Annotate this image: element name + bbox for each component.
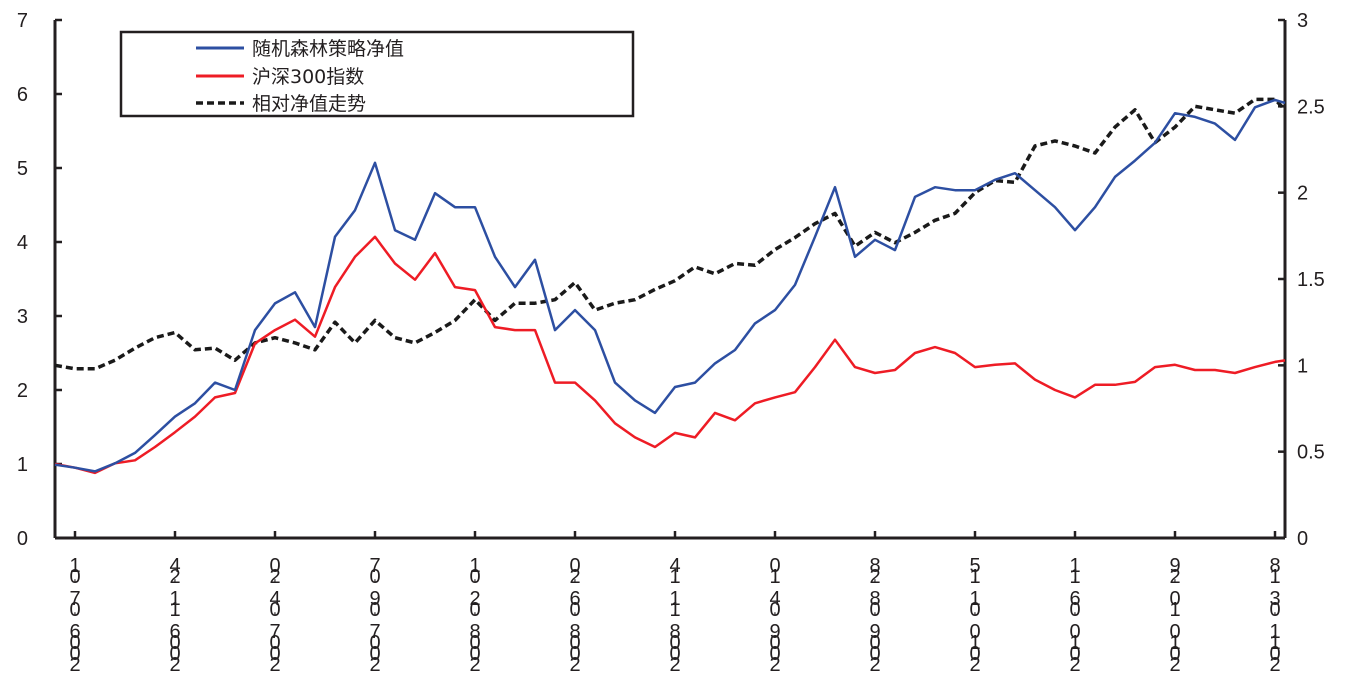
x-ticks: 10ˈ70ˈ6002 42ˈ11ˈ6002 02ˈ40ˈ7002 70ˈ90ˈ7002… xyxy=(69,531,1281,676)
x-tick-label: 92ˈ01ˈ0102 xyxy=(1169,555,1180,676)
left-tick-label: 4 xyxy=(17,232,28,254)
right-tick-label: 1 xyxy=(1297,355,1308,377)
series-line-relative xyxy=(54,97,1287,371)
right-tick-label: 2.5 xyxy=(1297,96,1325,118)
right-y-ticks: 0 0.5 1 1.5 2 2.5 3 xyxy=(1278,10,1325,550)
x-tick-label: 11ˈ60ˈ0102 xyxy=(1069,555,1080,676)
series-line-csi300 xyxy=(54,235,1286,475)
left-tick-label: 1 xyxy=(17,454,28,476)
right-tick-label: 0.5 xyxy=(1297,442,1325,464)
right-tick-label: 3 xyxy=(1297,10,1308,32)
x-tick-label: 81ˈ30ˈ1102 xyxy=(1269,555,1280,676)
legend: 随机森林策略净值 沪深300指数 相对净值走势 xyxy=(119,30,635,118)
left-tick-label: 3 xyxy=(17,306,28,328)
x-tick-label: 10ˈ20ˈ8002 xyxy=(469,555,480,676)
x-tick-label: 10ˈ70ˈ6002 xyxy=(69,555,80,676)
x-tick-label: 02ˈ40ˈ7002 xyxy=(269,555,280,676)
legend-label-strategy: 随机森林策略净值 xyxy=(252,38,404,60)
x-tick-label: 42ˈ11ˈ6002 xyxy=(169,555,180,676)
left-tick-label: 6 xyxy=(17,84,28,106)
left-tick-label: 0 xyxy=(17,528,28,550)
left-tick-label: 2 xyxy=(17,380,28,402)
legend-box xyxy=(119,30,635,118)
x-tick-label: 51ˈ10ˈ0102 xyxy=(969,555,980,676)
left-tick-label: 7 xyxy=(17,10,28,32)
x-tick-label: 01ˈ40ˈ9002 xyxy=(769,555,780,676)
right-tick-label: 0 xyxy=(1297,528,1308,550)
right-tick-label: 1.5 xyxy=(1297,269,1325,291)
legend-label-relative: 相对净值走势 xyxy=(252,93,366,115)
x-tick-label: 82ˈ80ˈ9002 xyxy=(869,555,880,676)
series-line-strategy xyxy=(54,98,1286,473)
x-tick-label: 02ˈ60ˈ8002 xyxy=(569,555,580,676)
series-lines xyxy=(54,97,1287,475)
legend-label-csi300: 沪深300指数 xyxy=(252,66,364,88)
right-tick-label: 2 xyxy=(1297,183,1308,205)
left-tick-label: 5 xyxy=(17,158,28,180)
x-tick-label: 70ˈ90ˈ7002 xyxy=(369,555,380,676)
x-tick-label: 41ˈ11ˈ8002 xyxy=(669,555,680,676)
